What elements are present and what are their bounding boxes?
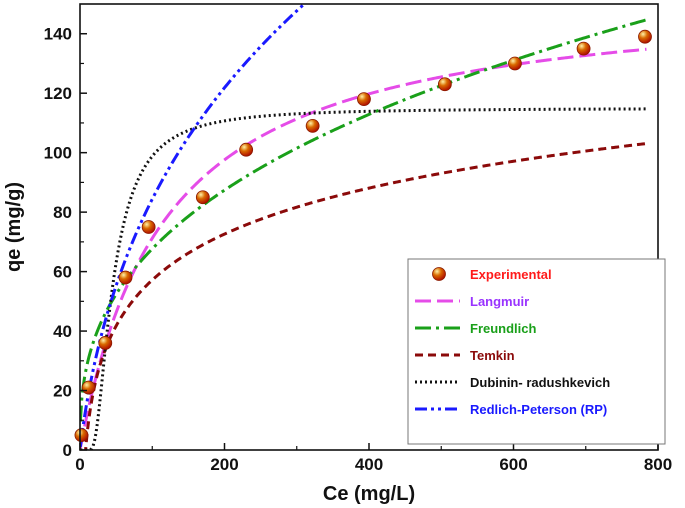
experimental-point <box>305 119 320 133</box>
experimental-point <box>576 41 591 56</box>
experimental-point <box>98 336 113 350</box>
experimental-point <box>437 77 452 92</box>
y-tick-label: 40 <box>53 322 72 341</box>
experimental-point <box>81 380 96 395</box>
legend-marker-experimental <box>432 267 446 281</box>
legend-label-langmuir: Langmuir <box>470 294 529 309</box>
y-tick-label: 120 <box>44 84 72 103</box>
experimental-point <box>118 270 133 285</box>
x-tick-label: 0 <box>75 455 84 474</box>
x-tick-label: 400 <box>355 455 383 474</box>
legend-label-dr: Dubinin- radushkevich <box>470 375 610 390</box>
y-tick-label: 100 <box>44 144 72 163</box>
curve-rp <box>80 4 307 448</box>
x-tick-label: 800 <box>644 455 672 474</box>
experimental-point <box>195 190 210 205</box>
experimental-point <box>74 428 89 443</box>
y-tick-label: 20 <box>53 382 72 401</box>
curve-freundlich <box>80 18 647 422</box>
legend-label-freundlich: Freundlich <box>470 321 537 336</box>
axis-ticks: 0 200 400 600 800 0 20 40 60 80 100 120 140 <box>44 25 673 474</box>
legend-label-experimental: Experimental <box>470 267 552 282</box>
y-tick-label: 60 <box>53 263 72 282</box>
experimental-point <box>141 220 156 234</box>
y-tick-label: 0 <box>63 441 72 460</box>
y-axis-title: qe (mg/g) <box>3 182 25 272</box>
legend-box <box>407 258 666 445</box>
experimental-point <box>357 92 371 107</box>
experimental-point <box>239 142 254 157</box>
experimental-point <box>638 29 652 44</box>
curve-temkin <box>84 142 647 450</box>
experimental-point <box>508 56 522 71</box>
y-tick-label: 140 <box>44 25 72 44</box>
legend-label-temkin: Temkin <box>470 348 515 363</box>
x-axis-title: Ce (mg/L) <box>323 483 415 505</box>
x-tick-label: 200 <box>210 455 238 474</box>
legend: Experimental Langmuir Freundlich Temkin Dubi… <box>407 258 666 445</box>
legend-label-rp: Redlich-Peterson (RP) <box>470 402 607 417</box>
y-tick-label: 80 <box>53 203 72 222</box>
experimental-points <box>74 29 652 443</box>
x-tick-label: 600 <box>499 455 527 474</box>
